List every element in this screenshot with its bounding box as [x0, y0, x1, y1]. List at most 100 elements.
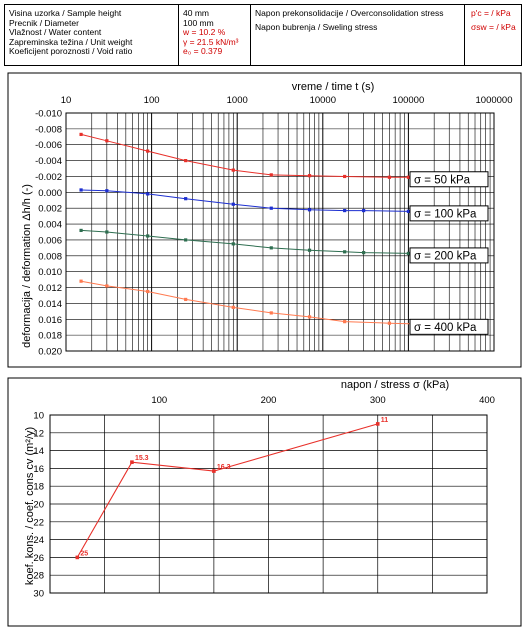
value-unit-weight: γ = 21.5 kN/m³ [183, 36, 239, 47]
chart1-y-tick-label: 0.018 [38, 331, 62, 342]
chart1-data-point [307, 248, 312, 252]
chart1-x-tick-label: 100000 [393, 95, 425, 106]
chart1-y-tick-label: 0.014 [38, 299, 62, 310]
chart1-y-tick-label: 0.000 [38, 188, 62, 199]
chart2-data-label: 16.3 [217, 464, 231, 471]
chart2-x-tick-label: 200 [261, 395, 277, 406]
chart1-data-point [79, 132, 83, 137]
chart2-y-tick-label: 24 [33, 535, 44, 546]
chart1-data-point [387, 321, 392, 325]
chart1-y-tick-label: 0.012 [38, 283, 62, 294]
chart1-data-point [79, 188, 83, 192]
chart1-y-tick-label: 0.020 [38, 347, 62, 358]
chart1-data-point [105, 189, 109, 193]
chart1-y-tick-label: 0.006 [38, 235, 62, 246]
chart1-data-point [307, 174, 312, 178]
chart2-x-axis-title: napon / stress σ (kPa) [341, 379, 449, 391]
chart1-legend-box [409, 171, 489, 188]
chart2-series-line [76, 423, 378, 558]
chart1-data-point [105, 230, 109, 234]
chart1-y-axis-title: deformacija / deformation Δh/h (-) [21, 184, 33, 348]
chart2-data-point [75, 555, 80, 560]
chart1-legend-box [409, 247, 489, 264]
chart1-data-point [231, 305, 235, 309]
chart1-y-tick-label: -0.006 [35, 140, 62, 151]
chart1-y-tick-label: 0.002 [38, 204, 62, 215]
chart1-legend-label: σ = 100 kPa [414, 208, 477, 220]
sample-property-values: 40 mm 100 mm w = 10.2 % γ = 21.5 kN/m³ e… [179, 5, 251, 65]
chart1-data-point [184, 197, 188, 201]
chart1-data-point [269, 246, 273, 250]
chart1-data-point [231, 168, 235, 172]
chart2-y-axis-title: koef. kons. / coef. cons cv (m²/y) [24, 427, 36, 585]
chart1-y-tick-label: 0.010 [38, 267, 62, 278]
chart1-data-point [79, 279, 83, 283]
chart1-data-point [343, 208, 347, 213]
chart1-data-point [105, 139, 109, 143]
sample-property-labels: Visina uzorka / Sample height Precnik / … [5, 5, 179, 65]
chart1-data-point [362, 208, 366, 213]
chart1-y-tick-label: 0.016 [38, 315, 62, 326]
label-sample-height: Visina uzorka / Sample height [9, 8, 122, 18]
chart1-series-line [81, 189, 409, 212]
label-void-ratio: Koeficijent poroznosti / Void ratio [9, 46, 133, 57]
value-overconsolidation: p'c = / kPa [471, 8, 511, 18]
chart2-y-tick-label: 20 [33, 500, 44, 511]
chart2-x-tick-label: 300 [370, 395, 386, 406]
chart1-data-point [343, 174, 347, 179]
chart1-data-point [146, 234, 150, 238]
value-diameter: 100 mm [183, 17, 214, 28]
chart2-data-label: 11 [381, 417, 389, 424]
chart1-data-point [231, 242, 235, 246]
chart2-y-tick-label: 22 [33, 517, 44, 528]
chart1-data-point [184, 238, 188, 242]
chart1-data-point [146, 192, 150, 196]
chart1-legend-box [409, 318, 489, 335]
chart1-x-axis-title: vreme / time t (s) [292, 81, 375, 93]
chart2-data-point [375, 422, 380, 426]
chart1-plot-area [65, 112, 495, 352]
chart1-data-point [387, 175, 392, 179]
chart1-legend-box [409, 205, 489, 222]
chart1-x-tick-label: 10 [61, 95, 72, 106]
chart1-data-point [406, 251, 410, 256]
chart1-legend-label: σ = 200 kPa [414, 250, 477, 262]
label-overconsolidation: Napon prekonsolidacije / Overconsolidati… [255, 8, 444, 18]
chart1-data-point [307, 315, 312, 319]
chart2-y-tick-label: 14 [33, 446, 44, 457]
chart1-data-point [105, 284, 109, 288]
chart1-y-tick-label: -0.004 [35, 156, 62, 167]
label-swelling: Napon bubrenja / Sweling stress [255, 21, 378, 32]
chart1-data-point [269, 311, 273, 315]
consolidation-coefficient-chart: napon / stress σ (kPa) koef. kons. / coe… [7, 377, 522, 627]
chart1-y-tick-label: -0.002 [35, 172, 62, 183]
value-water-content: w = 10.2 % [183, 27, 226, 38]
chart1-data-point [146, 149, 150, 153]
chart1-y-tick-label: -0.010 [35, 109, 62, 120]
chart2-y-tick-label: 28 [33, 571, 44, 582]
chart1-series-line [80, 133, 409, 178]
sample-info-table: Visina uzorka / Sample height Precnik / … [4, 4, 522, 66]
chart2-y-tick-label: 18 [33, 482, 44, 493]
chart2-x-tick-label: 100 [151, 395, 167, 406]
settlement-time-chart: vreme / time t (s) deformacija / deforma… [7, 72, 522, 368]
chart1-x-tick-label: 1000000 [476, 95, 513, 106]
chart1-data-point [343, 320, 347, 324]
chart2-x-tick-label: 400 [479, 395, 495, 406]
chart2-y-tick-label: 12 [33, 428, 44, 439]
chart2-data-point [130, 460, 134, 464]
chart2-data-label: 15.3 [135, 455, 149, 462]
chart1-data-point [79, 228, 83, 233]
chart1-y-tick-label: -0.008 [35, 124, 62, 135]
chart2-y-tick-label: 26 [33, 553, 44, 564]
chart1-data-point [362, 251, 366, 255]
value-void-ratio: e₀ = 0.379 [183, 46, 223, 57]
label-unit-weight: Zapreminska težina / Unit weight [9, 36, 133, 47]
label-water-content: Vlažnost / Water content [9, 27, 102, 38]
chart2-y-tick-label: 10 [33, 411, 44, 422]
chart1-x-tick-label: 1000 [227, 95, 248, 106]
chart1-y-tick-label: 0.004 [38, 220, 62, 231]
chart1-x-tick-label: 100 [144, 95, 160, 106]
chart2-data-point [212, 469, 216, 473]
chart1-series-line [81, 229, 409, 254]
